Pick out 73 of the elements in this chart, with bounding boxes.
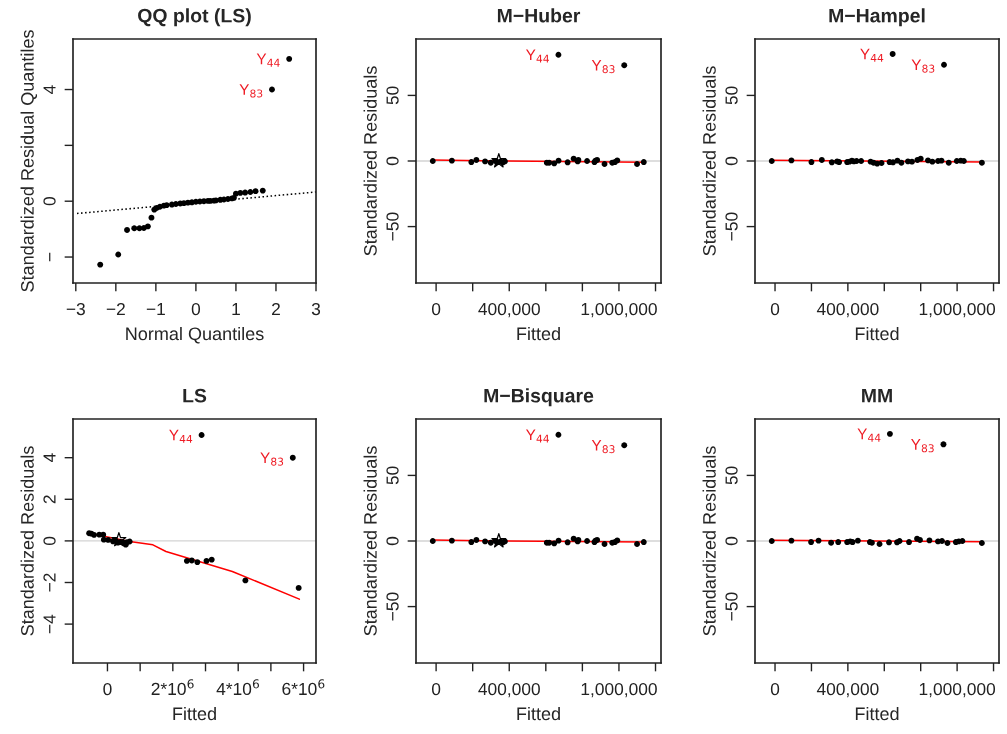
- x-tick-label: 400,000: [478, 682, 540, 698]
- y-axis-title: Standardized Residuals: [363, 446, 377, 636]
- y-tick-label: −50: [725, 592, 738, 621]
- annotation: Y$_{44}$: [169, 429, 193, 443]
- x-tick-label: 400,000: [478, 302, 540, 318]
- x-tick-label: 1,000,000: [919, 302, 996, 318]
- x-axis-title: Normal Quantiles: [126, 326, 264, 344]
- x-tick-label: 1,000,000: [581, 682, 657, 698]
- x-tick-label: 400,000: [816, 682, 879, 698]
- annotation: Y$_{44}$: [525, 49, 549, 63]
- y-tick-label: 4: [43, 85, 56, 94]
- annotation: Y$_{44}$: [525, 429, 549, 443]
- x-tick-label: 400,000: [816, 302, 879, 318]
- annotation: Y$_{44}$: [256, 53, 280, 67]
- x-tick-label: 1,000,000: [919, 682, 996, 698]
- y-tick-label: 50: [386, 86, 399, 105]
- chart-title: M−Hampel: [829, 8, 925, 27]
- y-tick-label: 50: [725, 466, 738, 485]
- chart-title: M−Bisquare: [484, 388, 594, 407]
- chart-title: M−Huber: [497, 8, 581, 23]
- y-tick-label: −50: [386, 592, 399, 621]
- y-tick-label: −4: [43, 614, 56, 634]
- x-tick-label: 4*10$^{6}$: [216, 679, 260, 696]
- x-axis-title: Fitted: [517, 326, 560, 341]
- annotation: Y$_{83}$: [591, 60, 615, 74]
- x-tick-label: −3: [66, 302, 85, 316]
- x-tick-label: 1,000,000: [581, 302, 657, 318]
- annotation: Y$_{44}$: [857, 428, 881, 442]
- annotation: Y$_{83}$: [260, 452, 284, 466]
- y-tick-label: 50: [386, 466, 399, 485]
- y-axis-title: Standardized Residuals: [20, 446, 34, 636]
- y-axis-title: Standardized Residuals: [363, 66, 377, 256]
- annotation: Y$_{83}$: [911, 439, 934, 453]
- x-tick-label: 0: [431, 682, 441, 696]
- y-tick-label: 50: [725, 86, 738, 105]
- annotation: Y$_{83}$: [591, 440, 615, 454]
- x-tick-label: −1: [146, 303, 165, 316]
- y-tick-label: 2: [43, 495, 56, 504]
- y-axis-title: Standardized Residual Quantiles: [20, 30, 38, 292]
- annotation: Y$_{83}$: [239, 84, 263, 98]
- x-tick-label: 1: [232, 303, 240, 316]
- y-tick-label: 0: [43, 536, 56, 546]
- annotation: Y$_{83}$: [911, 59, 935, 73]
- y-tick-label: −: [49, 252, 51, 262]
- chart-title: MM: [862, 388, 892, 403]
- y-tick-label: −50: [725, 212, 738, 241]
- y-tick-label: 0: [386, 156, 399, 166]
- x-axis-title: Fitted: [517, 706, 560, 721]
- y-tick-label: 0: [386, 536, 399, 546]
- x-tick-label: 0: [770, 302, 780, 316]
- y-axis-title: Standardized Residuals: [702, 66, 716, 256]
- y-tick-label: 0: [725, 536, 738, 546]
- y-tick-label: 0: [43, 197, 56, 206]
- x-axis-title: Fitted: [855, 326, 899, 341]
- chart-title: QQ plot (LS): [138, 8, 251, 27]
- x-tick-label: 6*10$^{6}$: [282, 679, 325, 696]
- x-tick-label: 0: [431, 302, 441, 316]
- x-tick-label: 0: [103, 682, 112, 696]
- annotation: Y$_{44}$: [860, 48, 884, 62]
- y-tick-label: −2: [43, 573, 56, 592]
- x-tick-label: −2: [106, 302, 125, 316]
- y-axis-title: Standardized Residuals: [702, 446, 716, 636]
- x-tick-label: 0: [191, 302, 201, 316]
- y-tick-label: 0: [725, 156, 738, 166]
- y-tick-label: 4: [43, 453, 56, 463]
- x-tick-label: 2: [272, 302, 280, 316]
- y-tick-label: −50: [386, 212, 399, 241]
- x-tick-label: 0: [770, 682, 780, 696]
- x-tick-label: 3: [311, 302, 321, 316]
- chart-title: LS: [183, 388, 207, 403]
- x-tick-label: 2*10$^{6}$: [151, 679, 194, 696]
- x-axis-title: Fitted: [173, 706, 216, 721]
- x-axis-title: Fitted: [855, 706, 899, 721]
